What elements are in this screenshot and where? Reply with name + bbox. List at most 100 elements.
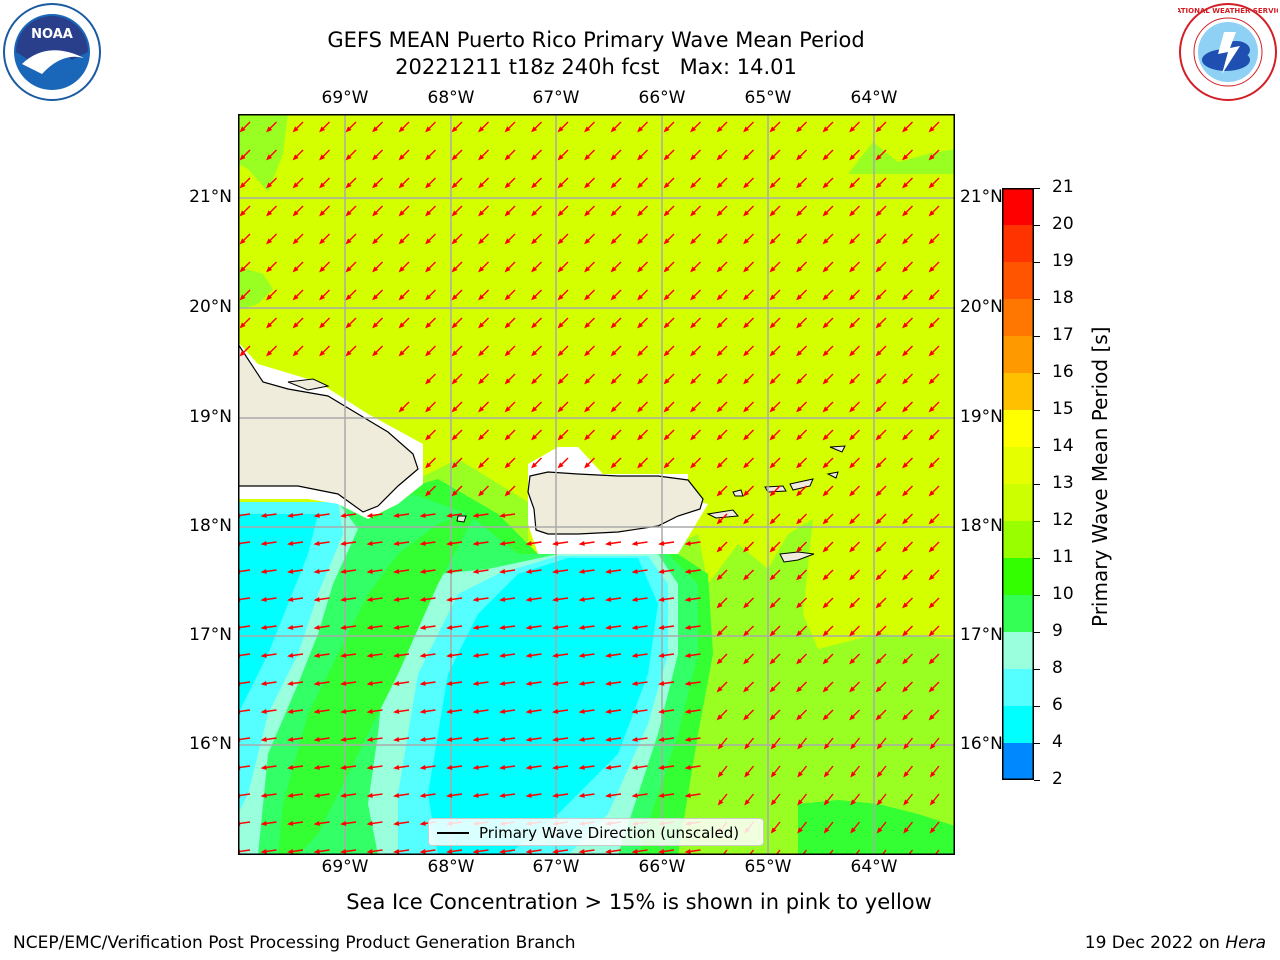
colorbar-tick-label: 19 (1052, 251, 1074, 271)
wave-arrow (425, 317, 436, 329)
wave-arrow (743, 429, 754, 441)
wave-arrow (663, 149, 675, 161)
wave-arrow (425, 345, 436, 357)
wave-arrow (928, 653, 940, 665)
colorbar-tick-label: 8 (1052, 658, 1063, 678)
wave-arrow (770, 765, 781, 778)
wave-arrow (796, 569, 807, 581)
wave-arrow (393, 764, 410, 770)
tortola-land (789, 478, 814, 491)
wave-arrow (801, 849, 808, 855)
wave-arrow (717, 765, 728, 778)
wave-arrow (637, 373, 648, 385)
wave-arrow (637, 233, 648, 245)
colorbar-tick-label: 9 (1052, 621, 1063, 641)
chart-title: GEFS MEAN Puerto Rico Primary Wave Mean … (327, 28, 865, 52)
wave-arrow (743, 317, 754, 329)
wave-arrow (504, 345, 516, 357)
wave-arrow (239, 121, 251, 133)
colorbar-tick (1034, 187, 1040, 189)
wave-arrow (584, 121, 595, 133)
wave-arrow (239, 317, 251, 329)
wave-arrow (875, 345, 887, 357)
wave-arrow (398, 177, 410, 189)
wave-arrow (499, 652, 516, 658)
wave-arrow (875, 653, 887, 665)
wave-arrow (340, 792, 357, 798)
wave-arrow (716, 625, 728, 637)
wave-arrow (557, 205, 569, 217)
wave-arrow (372, 233, 383, 245)
wave-arrow (499, 512, 516, 518)
wave-arrow (631, 708, 648, 714)
wave-arrow (849, 205, 860, 217)
nws-logo-text: NATIONAL WEATHER SERVICE (1178, 7, 1278, 15)
wave-arrow (610, 401, 622, 413)
wave-arrow (637, 261, 648, 273)
wave-arrow (850, 737, 861, 750)
wave-arrow (557, 373, 569, 385)
wave-arrow (796, 373, 807, 385)
wave-arrow (239, 177, 251, 189)
wave-arrow (472, 540, 489, 546)
wave-arrow (928, 541, 940, 553)
wave-arrow (849, 429, 860, 441)
wave-arrow (822, 289, 834, 301)
wave-arrow (372, 317, 383, 329)
wave-arrow (239, 345, 251, 357)
wave-arrow (796, 653, 807, 665)
wave-arrow (716, 177, 728, 189)
wave-arrow (770, 737, 781, 750)
wave-arrow (419, 764, 436, 770)
wave-arrow (478, 373, 489, 385)
wave-arrow (796, 149, 807, 161)
wave-arrow (928, 373, 940, 385)
wave-arrow (319, 177, 330, 189)
wave-arrow (663, 317, 675, 329)
lat-tick-label-left: 16°N (189, 734, 232, 754)
wave-arrow (610, 233, 622, 245)
wave-arrow (504, 485, 516, 497)
wave-arrow (849, 485, 860, 497)
wave-arrow (451, 485, 463, 497)
wave-arrow (578, 540, 595, 546)
wave-arrow (744, 737, 755, 750)
wave-arrow (552, 764, 569, 770)
wave-arrow (822, 205, 834, 217)
wave-arrow (531, 177, 542, 189)
wave-arrow (239, 261, 251, 273)
colorbar-cell (1002, 595, 1034, 633)
wave-arrow (260, 736, 277, 742)
wave-arrow (928, 513, 940, 525)
wave-arrow (849, 709, 860, 721)
wave-arrow (637, 205, 648, 217)
wave-arrow (366, 624, 383, 630)
wave-arrow (552, 652, 569, 658)
wave-arrow (531, 345, 542, 357)
lon-tick-label-bottom: 66°W (638, 857, 686, 877)
lon-tick-label-top: 66°W (638, 88, 686, 108)
wave-arrow (743, 513, 754, 525)
wave-arrow (552, 568, 569, 574)
wave-arrow (658, 848, 675, 854)
wave-arrow (690, 373, 701, 385)
wave-arrow (849, 457, 860, 469)
wave-arrow (902, 569, 913, 581)
wave-arrow (345, 317, 357, 329)
wave-arrow (531, 401, 542, 413)
wave-arrow (929, 765, 940, 778)
wave-arrow (658, 624, 675, 630)
wave-arrow (684, 848, 701, 854)
wave-arrow (578, 708, 595, 714)
colorbar-tick-label: 16 (1052, 362, 1074, 382)
wave-arrow (478, 485, 489, 497)
wave-arrow (578, 596, 595, 602)
wave-arrow (372, 149, 383, 161)
wave-arrow (552, 736, 569, 742)
wave-arrow (716, 485, 728, 497)
wave-arrow (684, 736, 701, 742)
wave-arrow (903, 793, 914, 806)
wave-arrow (876, 821, 887, 834)
wave-arrow (398, 289, 410, 301)
wave-arrow (743, 597, 754, 609)
